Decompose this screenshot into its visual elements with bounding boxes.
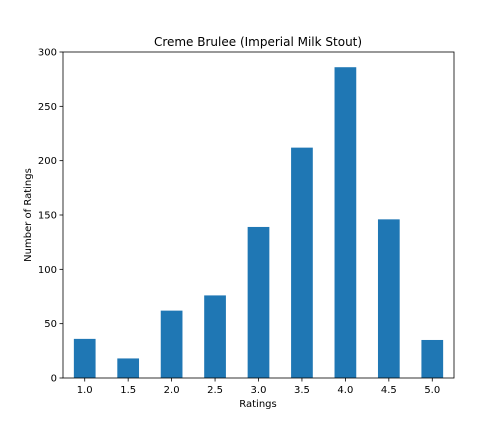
bar-5.0 bbox=[421, 339, 444, 378]
x-tick-label-4.5: 4.5 bbox=[381, 385, 397, 396]
x-tick-label-3.5: 3.5 bbox=[294, 385, 310, 396]
y-axis-ticks: 0 50 100 150 200 250 300 bbox=[38, 48, 63, 385]
y-tick-label-50: 50 bbox=[44, 319, 57, 330]
y-axis-label: Number of Ratings bbox=[23, 168, 34, 262]
x-tick-label-4.0: 4.0 bbox=[337, 385, 353, 396]
x-tick-label-3.0: 3.0 bbox=[251, 385, 267, 396]
bars bbox=[73, 67, 444, 379]
x-tick-label-1.5: 1.5 bbox=[120, 385, 136, 396]
y-tick-label-200: 200 bbox=[38, 156, 57, 167]
chart-title: Creme Brulee (Imperial Milk Stout) bbox=[154, 35, 362, 49]
x-tick-label-2.5: 2.5 bbox=[207, 385, 223, 396]
x-tick-label-1.0: 1.0 bbox=[77, 385, 93, 396]
x-tick-label-2.0: 2.0 bbox=[164, 385, 180, 396]
x-tick-label-5.0: 5.0 bbox=[424, 385, 440, 396]
x-axis-ticks: 1.0 1.5 2.0 2.5 3.0 3.5 4.0 4.5 5.0 bbox=[77, 378, 440, 396]
y-tick-label-250: 250 bbox=[38, 102, 57, 113]
x-axis-label: Ratings bbox=[239, 399, 276, 410]
bar-1.5 bbox=[117, 358, 140, 378]
bar-3.5 bbox=[291, 147, 313, 378]
bar-4.5 bbox=[377, 219, 400, 378]
y-tick-label-300: 300 bbox=[38, 48, 57, 59]
plot-frame bbox=[62, 51, 455, 379]
y-tick-label-0: 0 bbox=[51, 374, 57, 385]
bar-2.0 bbox=[160, 310, 183, 378]
y-tick-label-100: 100 bbox=[38, 265, 57, 276]
bar-2.5 bbox=[204, 295, 226, 378]
y-tick-label-150: 150 bbox=[38, 211, 57, 222]
bar-4.0 bbox=[334, 67, 357, 379]
bar-1.0 bbox=[73, 338, 96, 378]
bar-3.0 bbox=[247, 226, 270, 378]
